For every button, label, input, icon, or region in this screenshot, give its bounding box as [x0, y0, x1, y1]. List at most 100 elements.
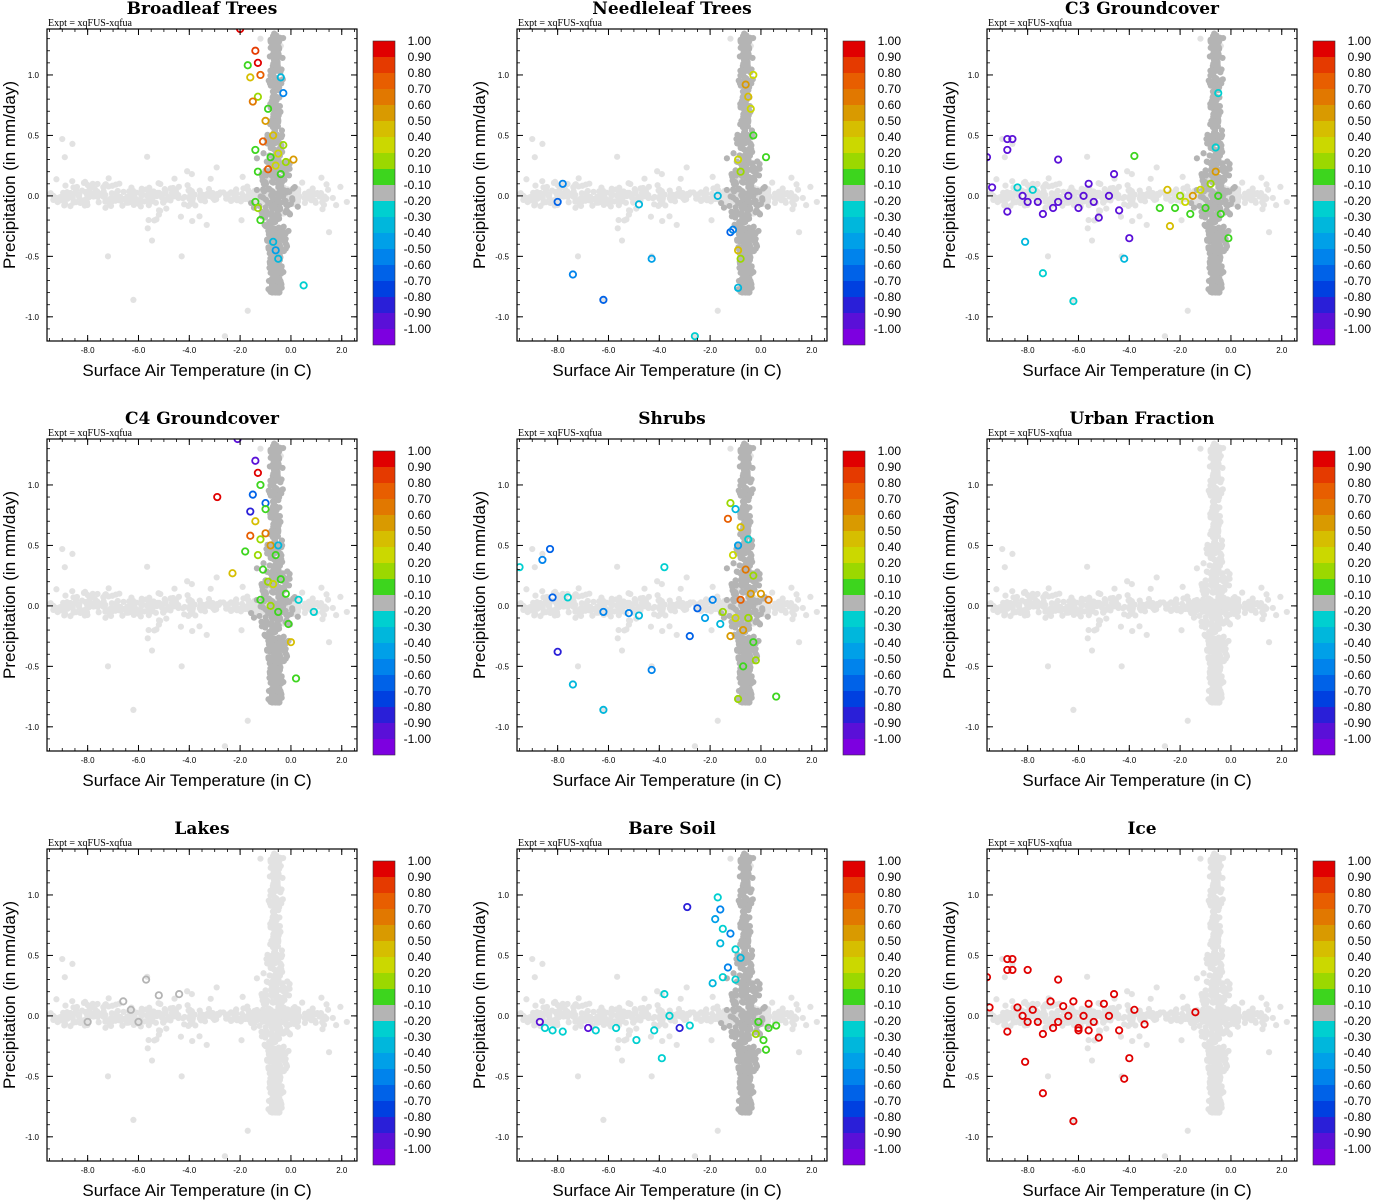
colored-points	[553, 70, 771, 341]
background-point	[572, 196, 579, 203]
background-point	[1084, 153, 1091, 160]
colorbar-label: -0.90	[874, 306, 902, 320]
background-point	[221, 333, 228, 340]
colorbar-label: 0.60	[878, 98, 902, 112]
background-point	[1184, 307, 1191, 314]
y-tick-label: 0.0	[968, 192, 980, 201]
background-point	[271, 203, 278, 210]
background-point	[278, 134, 285, 141]
background-point	[269, 277, 277, 284]
x-tick-label: -8.0	[81, 346, 95, 355]
data-point	[271, 550, 280, 560]
data-point	[1054, 155, 1063, 164]
background-point	[700, 190, 707, 197]
background-point	[1100, 199, 1107, 206]
background-point	[269, 225, 277, 233]
background-point	[1224, 158, 1231, 165]
colorbar-swatch	[1313, 41, 1335, 57]
data-point	[271, 246, 280, 255]
background-point	[128, 184, 135, 191]
background-point	[257, 193, 264, 200]
colorbar-swatch	[843, 249, 865, 265]
colorbar-swatch	[1313, 329, 1335, 345]
plot-area	[47, 29, 350, 340]
colorbar-label: 0.90	[1348, 50, 1372, 64]
data-point	[558, 179, 567, 188]
colorbar-swatch	[843, 265, 865, 281]
background-point	[184, 592, 191, 599]
background-point	[73, 593, 81, 601]
background-point	[1222, 240, 1229, 247]
background-point	[284, 597, 291, 605]
background-point	[744, 288, 751, 295]
background-point	[270, 471, 278, 478]
data-point	[1089, 197, 1098, 207]
background-point	[618, 237, 626, 244]
background-point	[67, 613, 74, 620]
background-point	[146, 184, 153, 191]
background-point	[745, 182, 753, 189]
background-point	[645, 191, 652, 199]
background-point	[260, 188, 268, 195]
background-point	[1007, 203, 1014, 210]
background-point	[1085, 216, 1092, 224]
background-point	[130, 706, 137, 713]
data-point	[213, 492, 222, 502]
colorbar-swatch	[373, 281, 395, 297]
background-point	[538, 192, 546, 199]
background-point	[208, 193, 216, 201]
data-point	[253, 468, 263, 477]
background-point	[1211, 190, 1218, 197]
background-point	[1215, 182, 1223, 189]
background-point	[779, 185, 786, 192]
background-point	[294, 613, 301, 620]
background-point	[257, 603, 264, 610]
data-point	[291, 674, 301, 683]
colorbar-label: 0.50	[408, 114, 432, 128]
background-point	[618, 196, 625, 203]
background-point	[531, 200, 539, 207]
colorbar-label: -0.90	[1344, 306, 1372, 320]
background-point	[128, 594, 135, 601]
background-point	[102, 204, 109, 211]
background-point	[673, 221, 680, 229]
background-point	[283, 207, 290, 214]
background-point	[189, 627, 196, 635]
background-point	[741, 102, 748, 110]
background-point	[537, 203, 544, 210]
colorbar-swatch	[843, 105, 865, 121]
background-point	[1004, 195, 1011, 202]
data-point	[251, 517, 260, 526]
background-point	[723, 186, 731, 194]
background-point	[999, 193, 1006, 200]
colorbar-frame	[372, 40, 396, 346]
background-point	[1269, 194, 1276, 202]
background-point	[1170, 190, 1177, 197]
background-point	[1179, 173, 1186, 181]
experiment-label: Expt = xqFUS-xqfua	[988, 18, 1073, 29]
data-point	[1079, 191, 1088, 200]
background-point	[69, 178, 76, 185]
data-point	[647, 254, 656, 263]
y-tick-label: -1.0	[495, 313, 509, 322]
data-point	[253, 203, 263, 213]
background-point	[171, 175, 178, 182]
background-point	[343, 608, 350, 616]
background-point	[1223, 207, 1230, 214]
background-point	[754, 165, 762, 172]
background-point	[807, 183, 814, 191]
background-point	[323, 181, 330, 188]
background-point	[163, 615, 170, 622]
colorbar-swatch	[843, 233, 865, 249]
data-point	[251, 145, 260, 155]
background-point	[148, 606, 155, 613]
y-axis-label: Precipitation (in mm/day)	[0, 81, 19, 269]
colorbar-label: -0.70	[1344, 274, 1372, 288]
background-point	[196, 213, 203, 220]
panel-title: C3 Groundcover	[1065, 0, 1220, 19]
data-point	[1125, 234, 1134, 243]
background-point	[244, 717, 251, 724]
y-tick-label: -1.0	[25, 723, 39, 732]
